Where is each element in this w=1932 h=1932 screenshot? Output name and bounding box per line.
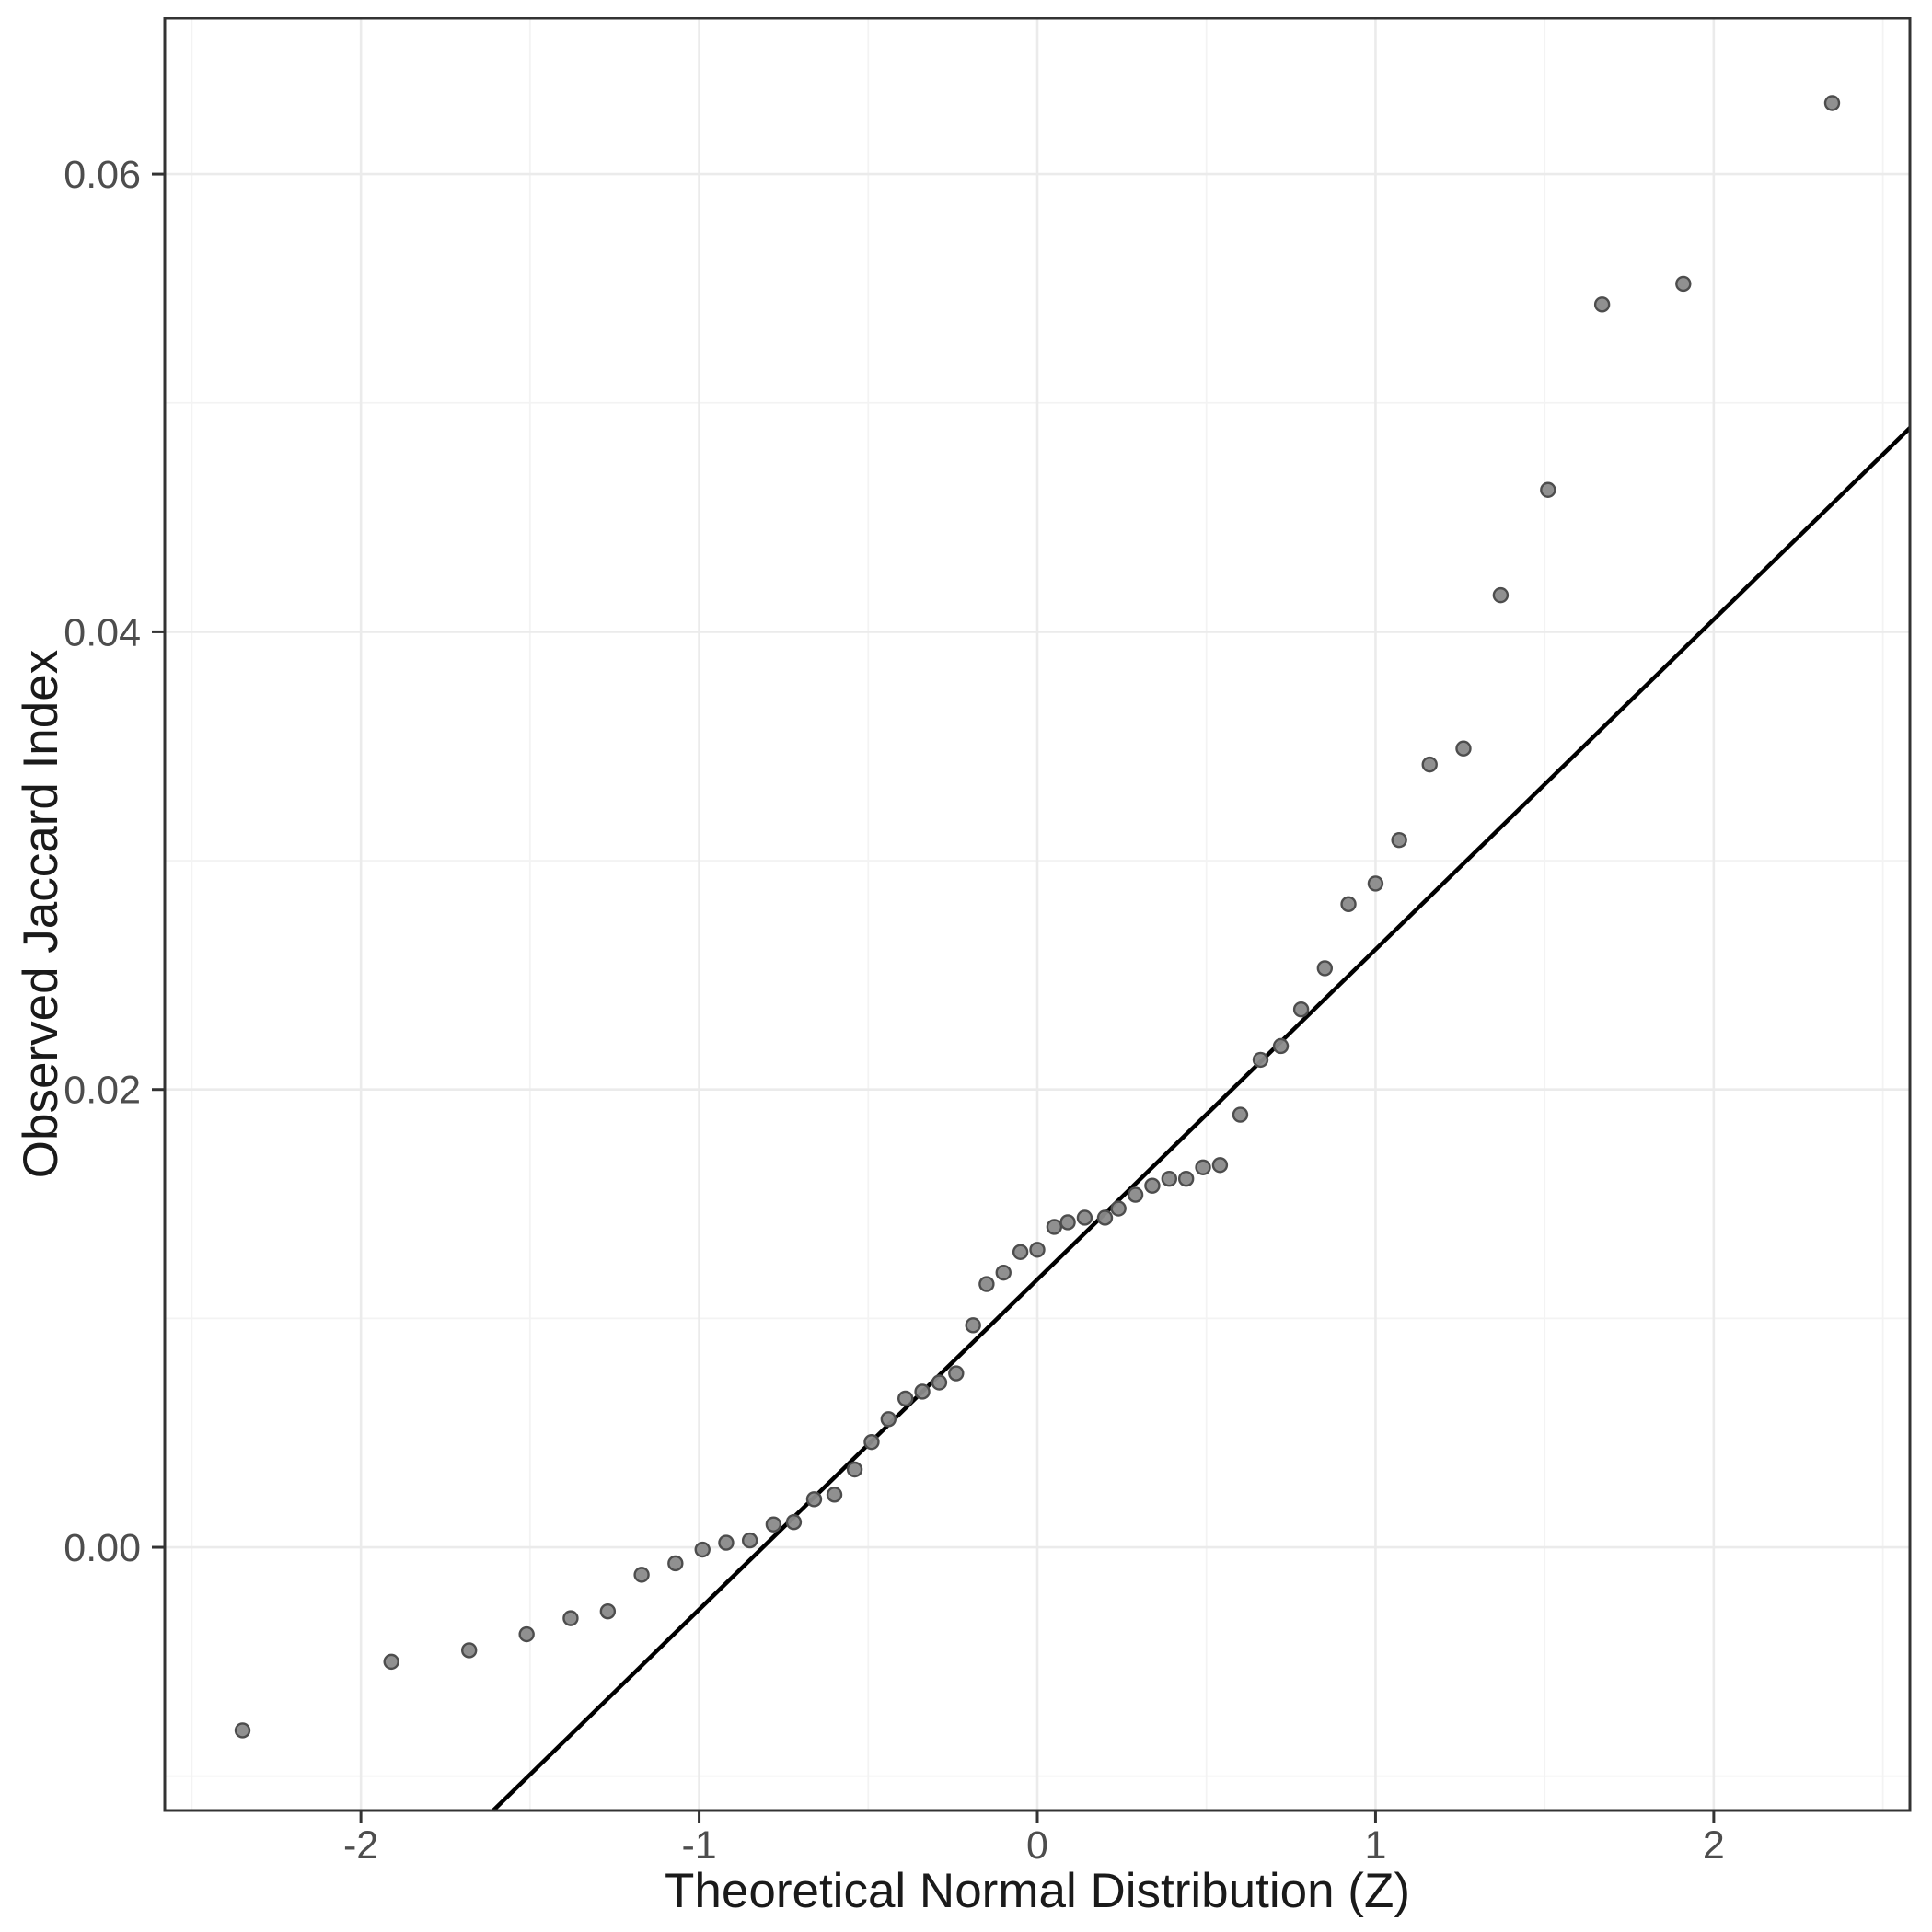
x-tick-label: -2 <box>343 1823 378 1868</box>
data-point <box>599 1602 617 1620</box>
y-axis-title: Observed Jaccard Index <box>14 650 68 1178</box>
data-point <box>948 1365 965 1382</box>
data-point <box>1540 481 1556 498</box>
data-point <box>1593 296 1611 313</box>
data-point <box>897 1390 914 1407</box>
data-point <box>1195 1159 1211 1175</box>
data-point <box>1012 1244 1029 1260</box>
data-point <box>1127 1186 1144 1203</box>
y-tick-label: 0.02 <box>64 1069 141 1113</box>
data-point <box>785 1513 803 1531</box>
data-point <box>863 1433 880 1451</box>
y-tick-label: 0.04 <box>64 610 141 654</box>
data-point <box>765 1516 782 1533</box>
data-point <box>995 1264 1012 1281</box>
data-point <box>1492 586 1510 604</box>
x-tick-label: 2 <box>1703 1823 1725 1868</box>
data-point <box>1367 875 1384 892</box>
data-point <box>1232 1106 1249 1123</box>
x-tick-label: 1 <box>1364 1823 1386 1868</box>
data-point <box>1177 1171 1195 1187</box>
data-point <box>1110 1200 1127 1217</box>
data-point <box>965 1317 981 1334</box>
data-point <box>1292 1001 1310 1018</box>
data-point <box>1076 1209 1093 1226</box>
data-point <box>931 1374 948 1391</box>
data-point <box>805 1491 823 1508</box>
data-point <box>1391 831 1407 849</box>
data-point <box>1211 1157 1229 1174</box>
data-point <box>1252 1051 1269 1069</box>
x-axis-title: Theoretical Normal Distribution (Z) <box>665 1864 1410 1918</box>
data-layer <box>234 95 1912 1812</box>
y-tick-label: 0.00 <box>64 1526 141 1570</box>
data-point <box>1029 1242 1046 1258</box>
y-tick-label: 0.06 <box>64 153 141 197</box>
data-point <box>1823 95 1841 111</box>
x-tick-label: 0 <box>1026 1823 1048 1868</box>
data-point <box>383 1653 399 1671</box>
data-point <box>1144 1177 1161 1194</box>
data-point <box>846 1461 863 1478</box>
data-point <box>1161 1171 1178 1187</box>
data-point <box>978 1276 995 1292</box>
data-point <box>518 1625 535 1643</box>
data-point <box>880 1411 897 1428</box>
data-point <box>460 1642 478 1659</box>
data-point <box>826 1487 843 1503</box>
data-point <box>234 1722 251 1739</box>
data-point <box>562 1610 579 1626</box>
data-point <box>633 1567 650 1583</box>
data-point <box>1421 756 1438 773</box>
data-point <box>718 1534 735 1551</box>
data-point <box>1272 1037 1290 1055</box>
data-point <box>1340 896 1357 913</box>
data-point <box>1096 1209 1114 1226</box>
axes-layer: -2 -1 0 1 2 0.00 0.02 0.04 0.06 <box>64 17 1912 1868</box>
data-point <box>1046 1219 1063 1235</box>
data-point <box>741 1532 758 1549</box>
data-point <box>694 1541 711 1558</box>
data-point <box>1455 740 1472 757</box>
x-tick-label: -1 <box>681 1823 716 1868</box>
gridlines-layer <box>165 18 1910 1811</box>
data-point <box>1675 275 1692 293</box>
data-point <box>667 1555 684 1572</box>
data-point <box>1059 1214 1076 1231</box>
reference-line <box>492 426 1912 1812</box>
data-point <box>914 1383 931 1400</box>
data-point <box>1316 960 1334 977</box>
